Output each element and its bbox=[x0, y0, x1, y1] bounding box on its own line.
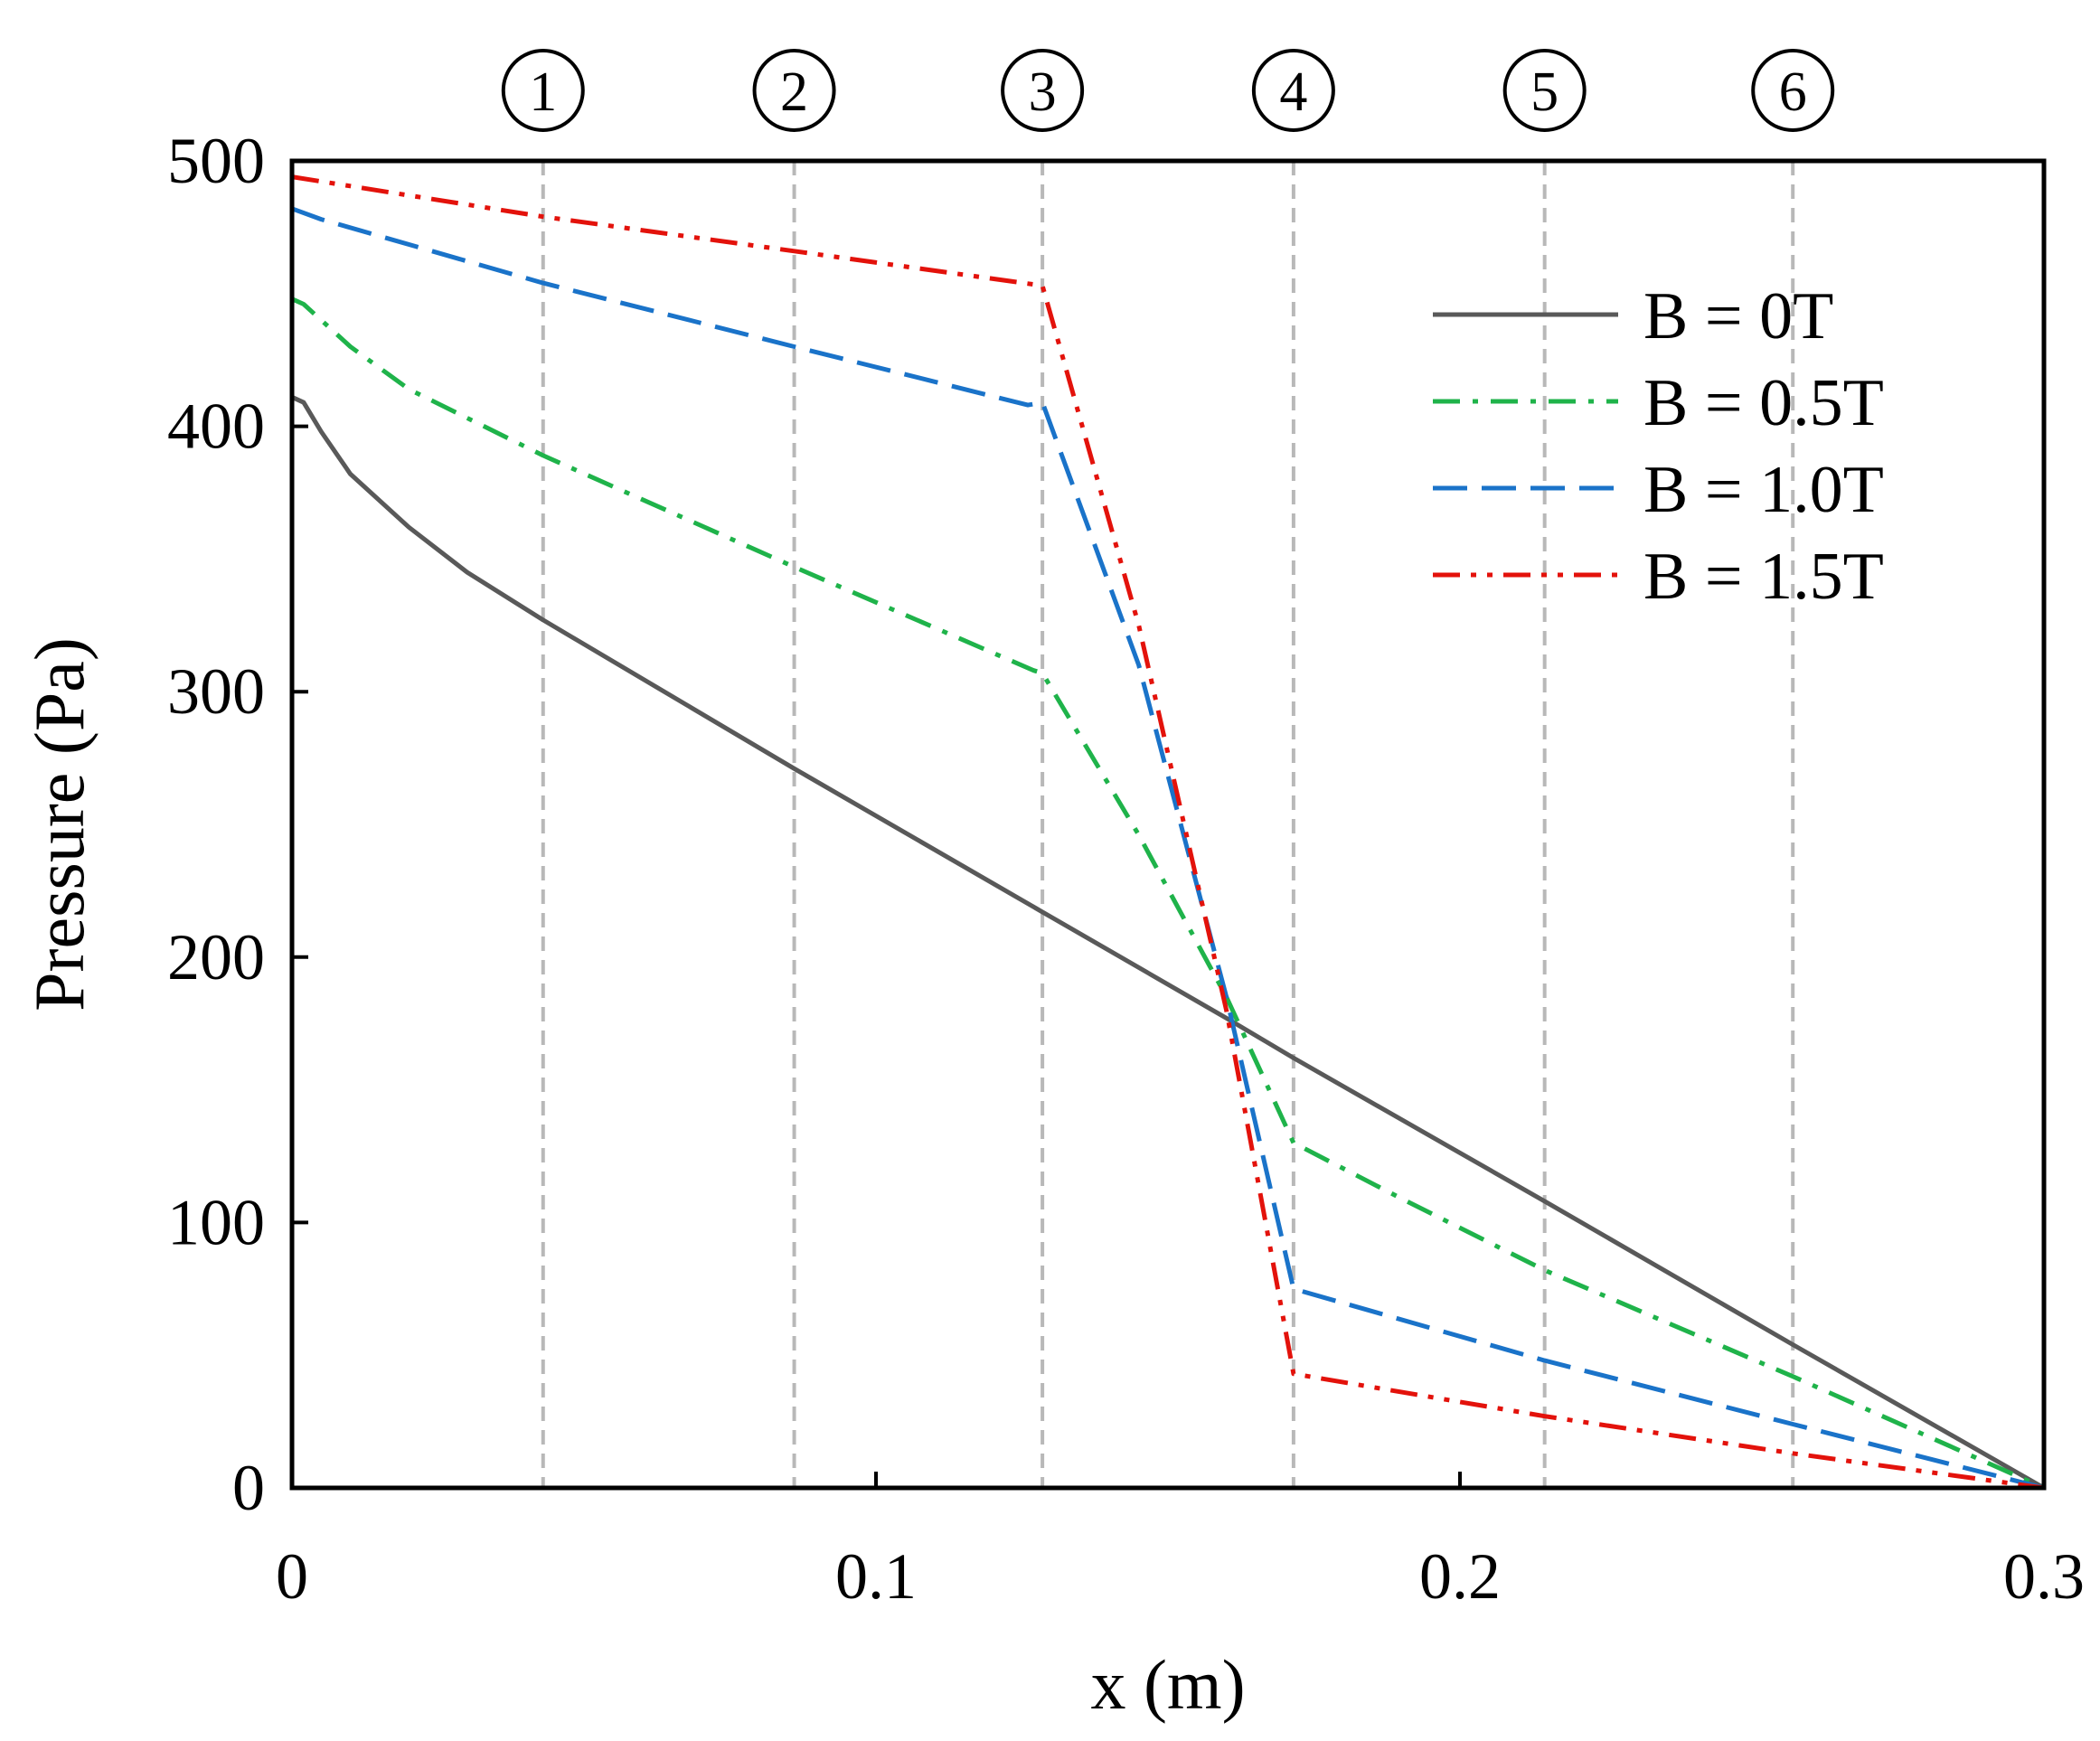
y-tick-label-2: 200 bbox=[167, 921, 265, 993]
legend: B = 0T B = 0.5T B = 1.0T B = 1.5T bbox=[1433, 279, 1884, 614]
y-axis: 0 100 200 300 400 500 bbox=[167, 125, 308, 1524]
series-line-3 bbox=[291, 174, 2045, 1491]
y-tick-label-4: 400 bbox=[167, 391, 265, 463]
legend-label-1: B = 0.5T bbox=[1643, 366, 1884, 440]
series-lines bbox=[290, 174, 2046, 1491]
section-markers: 1 2 3 4 5 6 bbox=[501, 49, 1835, 1488]
legend-label-0: B = 0T bbox=[1643, 279, 1833, 353]
x-tick-label-0: 0 bbox=[276, 1540, 308, 1613]
x-tick-label-2: 0.2 bbox=[1419, 1540, 1501, 1613]
y-tick-label-5: 500 bbox=[167, 125, 265, 197]
section-marker-label-5: 5 bbox=[1530, 61, 1559, 123]
section-marker-label-3: 3 bbox=[1029, 61, 1057, 123]
x-tick-label-3: 0.3 bbox=[2003, 1540, 2085, 1613]
section-marker-circle-3 bbox=[1001, 49, 1085, 132]
section-marker-circle-1 bbox=[501, 49, 585, 132]
y-tick-label-1: 100 bbox=[167, 1186, 265, 1258]
section-marker-circle-4 bbox=[1251, 49, 1335, 132]
x-axis-title: x (m) bbox=[1090, 1645, 1245, 1724]
x-tick-label-1: 0.1 bbox=[835, 1540, 917, 1613]
section-marker-circle-6 bbox=[1751, 49, 1835, 132]
x-axis: 0 0.1 0.2 0.3 bbox=[276, 1472, 2085, 1613]
legend-label-3: B = 1.5T bbox=[1643, 540, 1884, 614]
series-line-1 bbox=[290, 296, 2046, 1491]
y-tick-label-3: 300 bbox=[167, 655, 265, 728]
series-line-0 bbox=[290, 395, 2046, 1491]
section-marker-label-6: 6 bbox=[1779, 61, 1807, 123]
section-marker-label-1: 1 bbox=[529, 61, 557, 123]
y-axis-title: Pressure (Pa) bbox=[20, 637, 99, 1012]
legend-label-2: B = 1.0T bbox=[1643, 453, 1884, 527]
section-marker-circle-2 bbox=[752, 49, 836, 132]
section-marker-label-2: 2 bbox=[780, 61, 808, 123]
series-line-2 bbox=[291, 206, 2045, 1491]
section-marker-label-4: 4 bbox=[1279, 61, 1307, 123]
section-marker-circle-5 bbox=[1502, 49, 1587, 132]
plot-area-frame bbox=[289, 158, 2047, 1491]
y-tick-label-0: 0 bbox=[232, 1452, 265, 1524]
